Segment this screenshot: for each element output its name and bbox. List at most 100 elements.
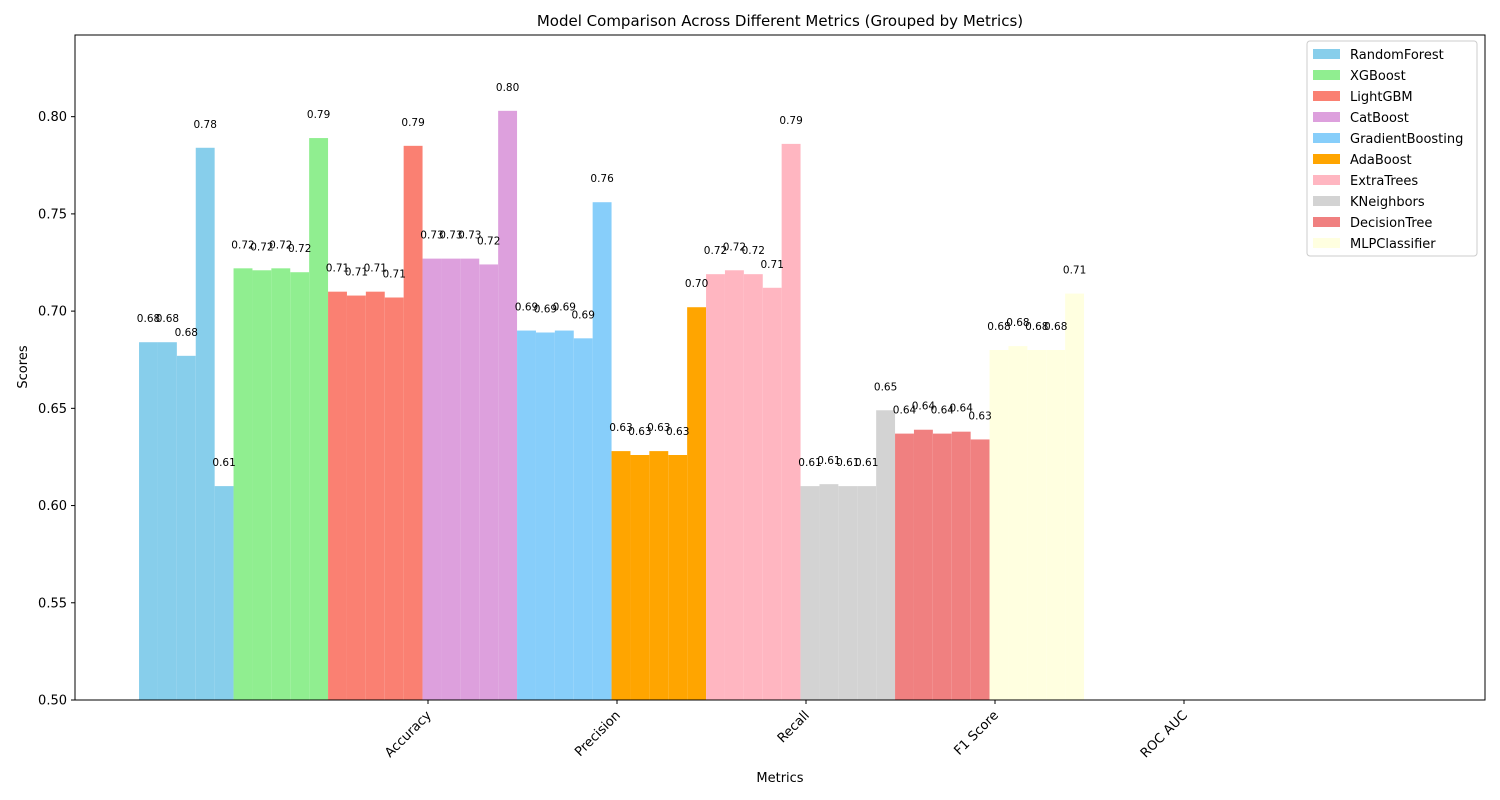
bar-mlpclassifier-roc-auc <box>1065 293 1085 700</box>
bar-extratrees-accuracy <box>706 274 725 700</box>
bar-value-label: 0.72 <box>250 241 273 253</box>
bar-value-label: 0.71 <box>1063 265 1086 277</box>
y-tick-label: 0.50 <box>38 694 67 709</box>
y-tick-label: 0.75 <box>38 207 67 222</box>
bar-mlpclassifier-accuracy <box>989 350 1009 700</box>
bar-decisiontree-precision <box>913 429 933 700</box>
bar-value-label: 0.72 <box>288 243 311 255</box>
legend-swatch <box>1313 133 1340 143</box>
bars-layer <box>139 110 1085 700</box>
bar-mlpclassifier-f1-score <box>1046 350 1066 700</box>
value-labels-layer: 0.680.680.680.780.610.720.720.720.720.79… <box>137 82 1086 469</box>
chart-title: Model Comparison Across Different Metric… <box>537 12 1023 30</box>
bar-gradientboosting-f1-score <box>573 338 593 700</box>
bar-value-label: 0.79 <box>307 109 330 121</box>
bar-value-label: 0.63 <box>628 426 651 438</box>
bar-value-label: 0.61 <box>855 457 878 469</box>
bar-value-label: 0.71 <box>761 259 784 271</box>
legend-swatch <box>1313 154 1340 164</box>
legend-label: XGBoost <box>1350 69 1406 84</box>
legend-label: ExtraTrees <box>1350 174 1418 189</box>
bar-value-label: 0.64 <box>893 405 917 417</box>
bar-lightgbm-accuracy <box>328 291 347 700</box>
bar-value-label: 0.69 <box>553 302 576 314</box>
bar-catboost-recall <box>460 258 480 700</box>
legend-box <box>1306 40 1478 257</box>
bar-randomforest-precision <box>157 342 177 700</box>
legend-label: MLPClassifier <box>1350 237 1436 252</box>
bar-lightgbm-f1-score <box>384 297 404 700</box>
bar-value-label: 0.72 <box>723 241 746 253</box>
x-axis-label: Metrics <box>756 771 803 786</box>
y-tick-label: 0.60 <box>38 499 67 514</box>
bar-value-label: 0.64 <box>931 405 955 417</box>
bar-value-label: 0.79 <box>779 115 802 127</box>
bar-value-label: 0.71 <box>345 267 368 279</box>
y-axis: 0.50 0.55 0.60 0.65 0.70 0.75 0.80 <box>38 110 75 709</box>
bar-value-label: 0.69 <box>572 309 595 321</box>
bar-value-label: 0.63 <box>609 422 632 434</box>
bar-randomforest-recall <box>176 355 196 700</box>
bar-value-label: 0.63 <box>647 422 670 434</box>
bar-lightgbm-roc-auc <box>403 145 423 700</box>
y-tick-label: 0.65 <box>38 402 67 417</box>
plot-frame <box>74 34 1486 701</box>
bar-xgboost-recall <box>271 268 291 700</box>
bar-value-label: 0.70 <box>685 278 708 290</box>
bar-decisiontree-recall <box>932 433 952 700</box>
bar-value-label: 0.65 <box>874 381 897 393</box>
bar-value-label: 0.63 <box>666 426 689 438</box>
bar-value-label: 0.78 <box>194 119 217 131</box>
bar-gradientboosting-roc-auc <box>592 202 612 700</box>
bar-mlpclassifier-recall <box>1027 350 1047 700</box>
bar-mlpclassifier-precision <box>1008 346 1028 700</box>
legend-swatch <box>1313 91 1340 101</box>
bar-value-label: 0.64 <box>912 401 936 413</box>
bar-value-label: 0.63 <box>968 410 991 422</box>
bar-adaboost-accuracy <box>611 451 631 700</box>
bar-extratrees-f1-score <box>762 287 782 700</box>
bar-value-label: 0.69 <box>534 304 557 316</box>
legend-label: AdaBoost <box>1350 153 1412 168</box>
bar-decisiontree-roc-auc <box>970 439 990 700</box>
bar-kneighbors-accuracy <box>800 486 820 700</box>
bar-xgboost-f1-score <box>290 272 310 700</box>
legend-swatch <box>1313 49 1340 59</box>
bar-randomforest-f1-score <box>195 147 215 700</box>
legend-label: DecisionTree <box>1350 216 1432 231</box>
bar-lightgbm-precision <box>346 295 366 700</box>
bar-adaboost-roc-auc <box>687 307 707 700</box>
bar-catboost-precision <box>441 258 461 700</box>
legend-swatch <box>1313 70 1340 80</box>
legend-label: RandomForest <box>1350 48 1444 63</box>
bar-value-label: 0.71 <box>383 269 406 281</box>
bar-catboost-accuracy <box>422 258 442 700</box>
bar-value-label: 0.76 <box>590 173 614 185</box>
y-tick-label: 0.80 <box>38 110 67 125</box>
bar-value-label: 0.72 <box>742 245 765 257</box>
bar-xgboost-roc-auc <box>309 138 329 700</box>
legend-swatch <box>1313 238 1340 248</box>
bar-randomforest-accuracy <box>139 342 158 700</box>
y-axis-label: Scores <box>16 345 31 388</box>
bar-value-label: 0.61 <box>798 457 821 469</box>
legend-swatch <box>1313 175 1340 185</box>
bar-value-label: 0.73 <box>420 230 443 242</box>
bar-lightgbm-recall <box>365 291 385 700</box>
bar-randomforest-roc-auc <box>214 486 234 700</box>
bar-value-label: 0.80 <box>496 82 519 94</box>
bar-extratrees-precision <box>724 270 744 700</box>
legend-swatch <box>1313 112 1340 122</box>
legend-swatch <box>1313 217 1340 227</box>
legend-label: CatBoost <box>1350 111 1409 126</box>
bar-value-label: 0.72 <box>231 239 254 251</box>
bar-value-label: 0.64 <box>950 403 974 415</box>
bar-value-label: 0.68 <box>156 313 179 325</box>
y-tick-label: 0.70 <box>38 305 67 320</box>
bar-value-label: 0.68 <box>1044 321 1067 333</box>
bar-decisiontree-f1-score <box>951 431 971 700</box>
bar-catboost-roc-auc <box>498 110 518 700</box>
bar-kneighbors-roc-auc <box>876 410 896 700</box>
bar-adaboost-recall <box>649 451 669 700</box>
